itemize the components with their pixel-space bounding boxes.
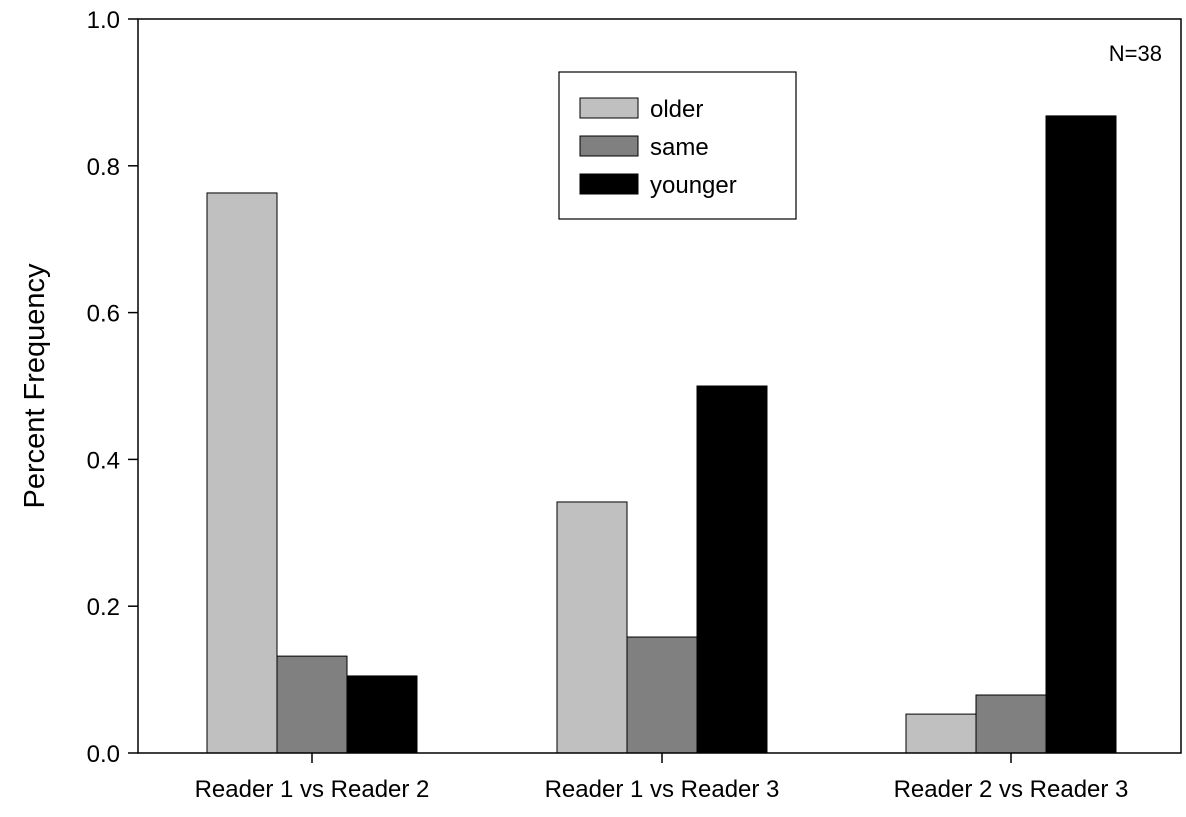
y-tick-label: 0.4 [87,447,120,474]
y-tick-label: 0.0 [87,741,120,768]
bar-younger-1 [346,675,418,754]
bar-older-1 [206,192,278,754]
legend-swatch-older [579,97,639,119]
legend-label-same: same [650,134,709,161]
y-tick-label: 0.8 [87,154,120,181]
bar-older-3 [905,713,977,754]
x-category-label: Reader 2 vs Reader 3 [894,776,1129,803]
y-tick-label: 1.0 [87,7,120,34]
legend-swatch-younger [579,173,639,195]
legend-label-older: older [650,96,703,123]
sample-size-annotation: N=38 [1109,41,1162,66]
bar-same-2 [626,636,698,754]
bar-younger-3 [1045,115,1117,754]
bar-same-1 [276,655,348,754]
y-tick-label: 0.6 [87,301,120,328]
plot-frame [137,18,1182,754]
axes-layer [137,18,1182,754]
y-axis-title: Percent Frequency [19,263,51,509]
bar-older-2 [556,501,628,754]
bar-same-3 [975,694,1047,754]
x-category-label: Reader 1 vs Reader 2 [195,776,430,803]
legend-label-younger: younger [650,172,737,199]
x-axis-ticks: Reader 1 vs Reader 2 Reader 1 vs Reader 3… [195,753,1129,803]
legend-swatch-same [579,135,639,157]
x-category-label: Reader 1 vs Reader 3 [545,776,780,803]
legend: older same younger [558,71,797,220]
bar-younger-2 [696,385,768,754]
y-axis-ticks: 0.0 0.2 0.4 0.6 0.8 1.0 [87,7,138,768]
bars-layer [206,115,1117,754]
y-tick-label: 0.2 [87,594,120,621]
